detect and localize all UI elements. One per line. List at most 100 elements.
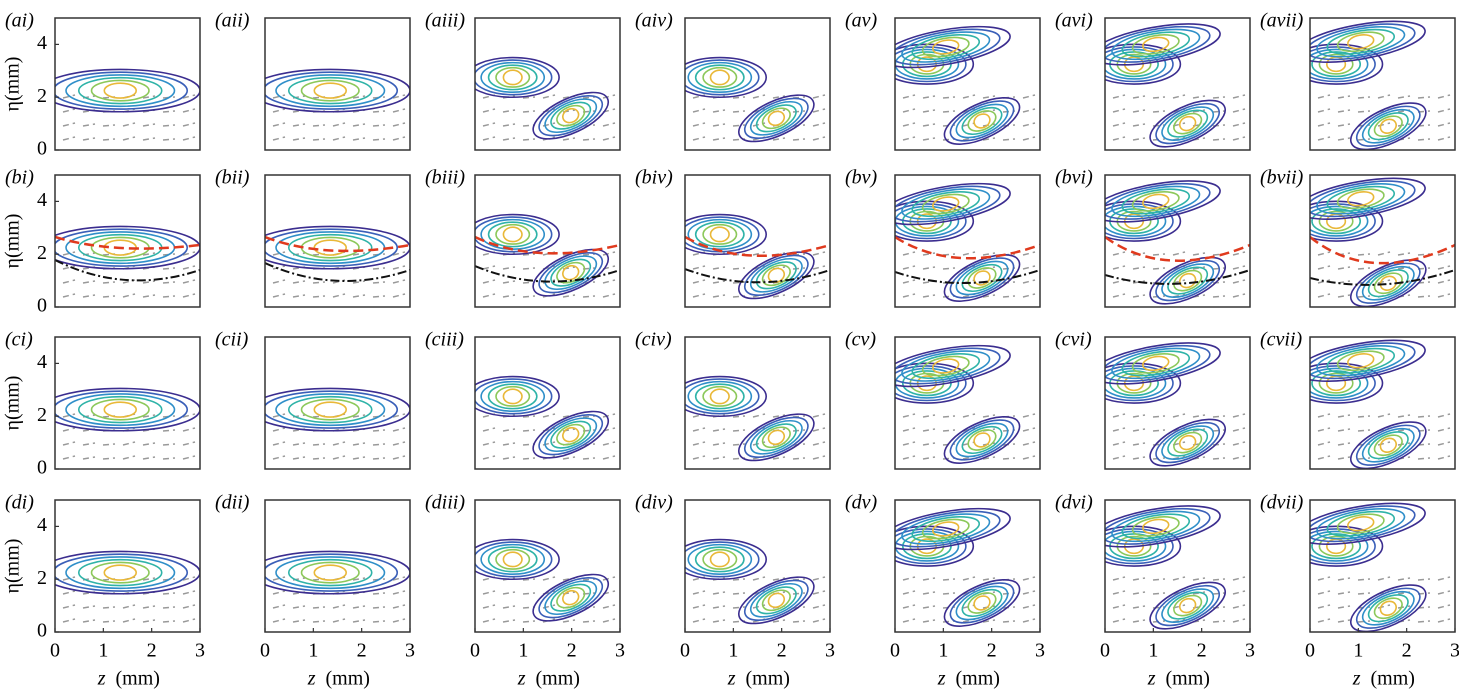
dashed-contour bbox=[272, 441, 286, 446]
contour bbox=[901, 188, 991, 220]
dashed-contour bbox=[312, 295, 326, 298]
x-tick-label: 1 bbox=[728, 640, 738, 662]
x-tick-label: 2 bbox=[1197, 640, 1207, 662]
dashed-contour bbox=[1002, 124, 1016, 127]
dashed-contour bbox=[1417, 96, 1431, 99]
panel-frame bbox=[1104, 499, 1251, 633]
panel-frame bbox=[684, 17, 831, 151]
dashed-contour bbox=[1317, 590, 1331, 595]
dashed-contour bbox=[392, 122, 406, 127]
dashed-contour bbox=[62, 108, 76, 113]
x-tick-label: 3 bbox=[195, 640, 205, 662]
contour bbox=[1311, 51, 1362, 78]
y-tick-label: 0 bbox=[37, 295, 47, 317]
x-axis-unit: (mm) bbox=[1371, 668, 1415, 690]
panel-label: (ai) bbox=[5, 10, 34, 32]
panel-frame bbox=[474, 174, 621, 308]
x-axis-symbol: z bbox=[517, 668, 526, 690]
contour bbox=[743, 254, 809, 296]
dashed-contour bbox=[1112, 413, 1126, 418]
contour bbox=[1310, 528, 1376, 565]
x-tick-label: 3 bbox=[1450, 640, 1459, 662]
dashed-contour bbox=[1022, 136, 1036, 141]
contour bbox=[1318, 372, 1354, 394]
dashed-contour bbox=[1337, 442, 1351, 446]
dashed-contour bbox=[1112, 604, 1126, 609]
dashed-contour bbox=[1022, 279, 1036, 284]
x-axis-unit: (mm) bbox=[326, 668, 370, 690]
x-tick-label: 1 bbox=[308, 640, 318, 662]
dashed-contour bbox=[772, 619, 786, 623]
y-tick-label: 2 bbox=[37, 85, 47, 107]
panel-label: (dv) bbox=[845, 492, 878, 514]
contour-group bbox=[55, 68, 200, 141]
contour bbox=[1316, 345, 1406, 377]
dashed-contour bbox=[142, 442, 156, 446]
dashed-contour bbox=[482, 427, 496, 432]
panel-label: (civ) bbox=[635, 329, 672, 351]
dashed-contour bbox=[562, 137, 576, 141]
contour bbox=[90, 398, 150, 421]
dashed-contour bbox=[312, 124, 326, 127]
dashed-contour bbox=[922, 137, 936, 141]
contour bbox=[487, 64, 538, 91]
contour bbox=[767, 592, 786, 609]
dashed-contour bbox=[522, 443, 536, 446]
dashed-contour bbox=[102, 281, 116, 284]
dashed-contour bbox=[602, 441, 616, 446]
dashed-contour bbox=[272, 136, 286, 141]
contour bbox=[949, 419, 1015, 461]
contour bbox=[1310, 23, 1416, 61]
contour bbox=[1161, 263, 1215, 298]
dashed-contour bbox=[1002, 281, 1016, 284]
contour bbox=[749, 257, 803, 293]
dashed-contour bbox=[1132, 294, 1146, 298]
dashed-contour bbox=[1152, 578, 1166, 581]
dashed-contour bbox=[1437, 251, 1451, 256]
contour bbox=[265, 387, 410, 432]
dashed-contour bbox=[602, 413, 616, 418]
contour bbox=[738, 413, 815, 462]
black-dashdot bbox=[1310, 269, 1455, 286]
contour bbox=[55, 390, 189, 429]
contour bbox=[313, 564, 347, 581]
dashed-contour bbox=[812, 251, 826, 256]
dashed-contour bbox=[562, 619, 576, 623]
dashed-contour bbox=[162, 429, 176, 432]
dashed-contour bbox=[1212, 620, 1226, 623]
contour bbox=[265, 225, 410, 270]
y-axis-label: η(mm) bbox=[2, 376, 24, 431]
dashed-contour bbox=[102, 443, 116, 446]
dashed-contour bbox=[372, 606, 386, 609]
dashed-contour bbox=[82, 442, 96, 446]
contour-group bbox=[1105, 23, 1246, 148]
panel-frame bbox=[1309, 174, 1456, 308]
dashed-contour bbox=[1112, 122, 1126, 127]
dashed-contour bbox=[1112, 94, 1126, 99]
contour bbox=[77, 76, 163, 105]
dashed-contour bbox=[372, 253, 386, 256]
contour bbox=[1367, 594, 1409, 623]
x-tick-label: 2 bbox=[357, 640, 367, 662]
dashed-contour bbox=[922, 456, 936, 460]
x-axis-symbol: z bbox=[307, 668, 316, 690]
contour bbox=[1326, 347, 1396, 374]
dashed-contour bbox=[1192, 414, 1206, 418]
dashed-contour bbox=[1022, 122, 1036, 127]
dashed-contour bbox=[1337, 266, 1351, 270]
dashed-contour bbox=[962, 122, 976, 127]
dashed-contour bbox=[1337, 109, 1351, 113]
panel-label: (cvii) bbox=[1260, 329, 1303, 351]
contour-group bbox=[265, 68, 410, 141]
x-tick-label: 2 bbox=[987, 640, 997, 662]
dashed-contour bbox=[1002, 443, 1016, 446]
dashed-contour bbox=[1377, 251, 1391, 256]
dashed-contour bbox=[1002, 620, 1016, 623]
dashed-contour bbox=[1132, 252, 1146, 256]
dashed-contour bbox=[812, 122, 826, 127]
dashed-contour bbox=[922, 591, 936, 595]
dashed-contour bbox=[1112, 279, 1126, 284]
dashed-contour bbox=[522, 96, 536, 99]
dashed-contour bbox=[1377, 604, 1391, 609]
dashed-contour bbox=[922, 294, 936, 298]
